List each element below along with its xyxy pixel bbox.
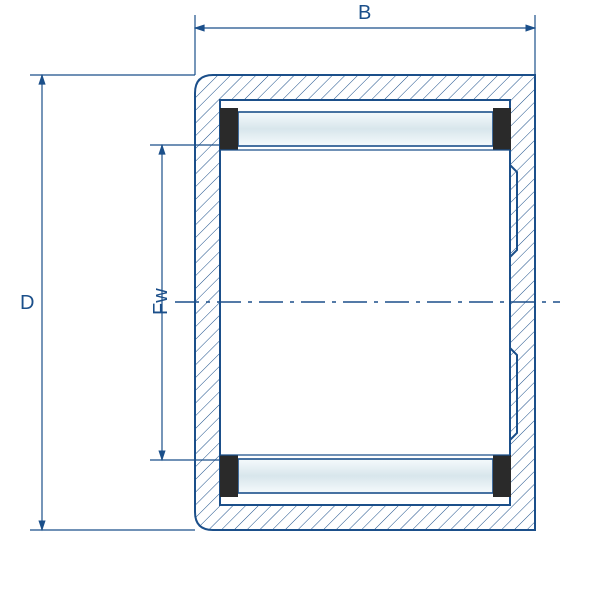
bearing-diagram (0, 0, 600, 600)
diagram-svg (0, 0, 600, 600)
label-B: B (358, 2, 371, 25)
label-Fw: Fw (150, 288, 173, 315)
label-D: D (20, 292, 34, 315)
roller-top (220, 108, 511, 150)
roller-bottom (220, 455, 511, 497)
